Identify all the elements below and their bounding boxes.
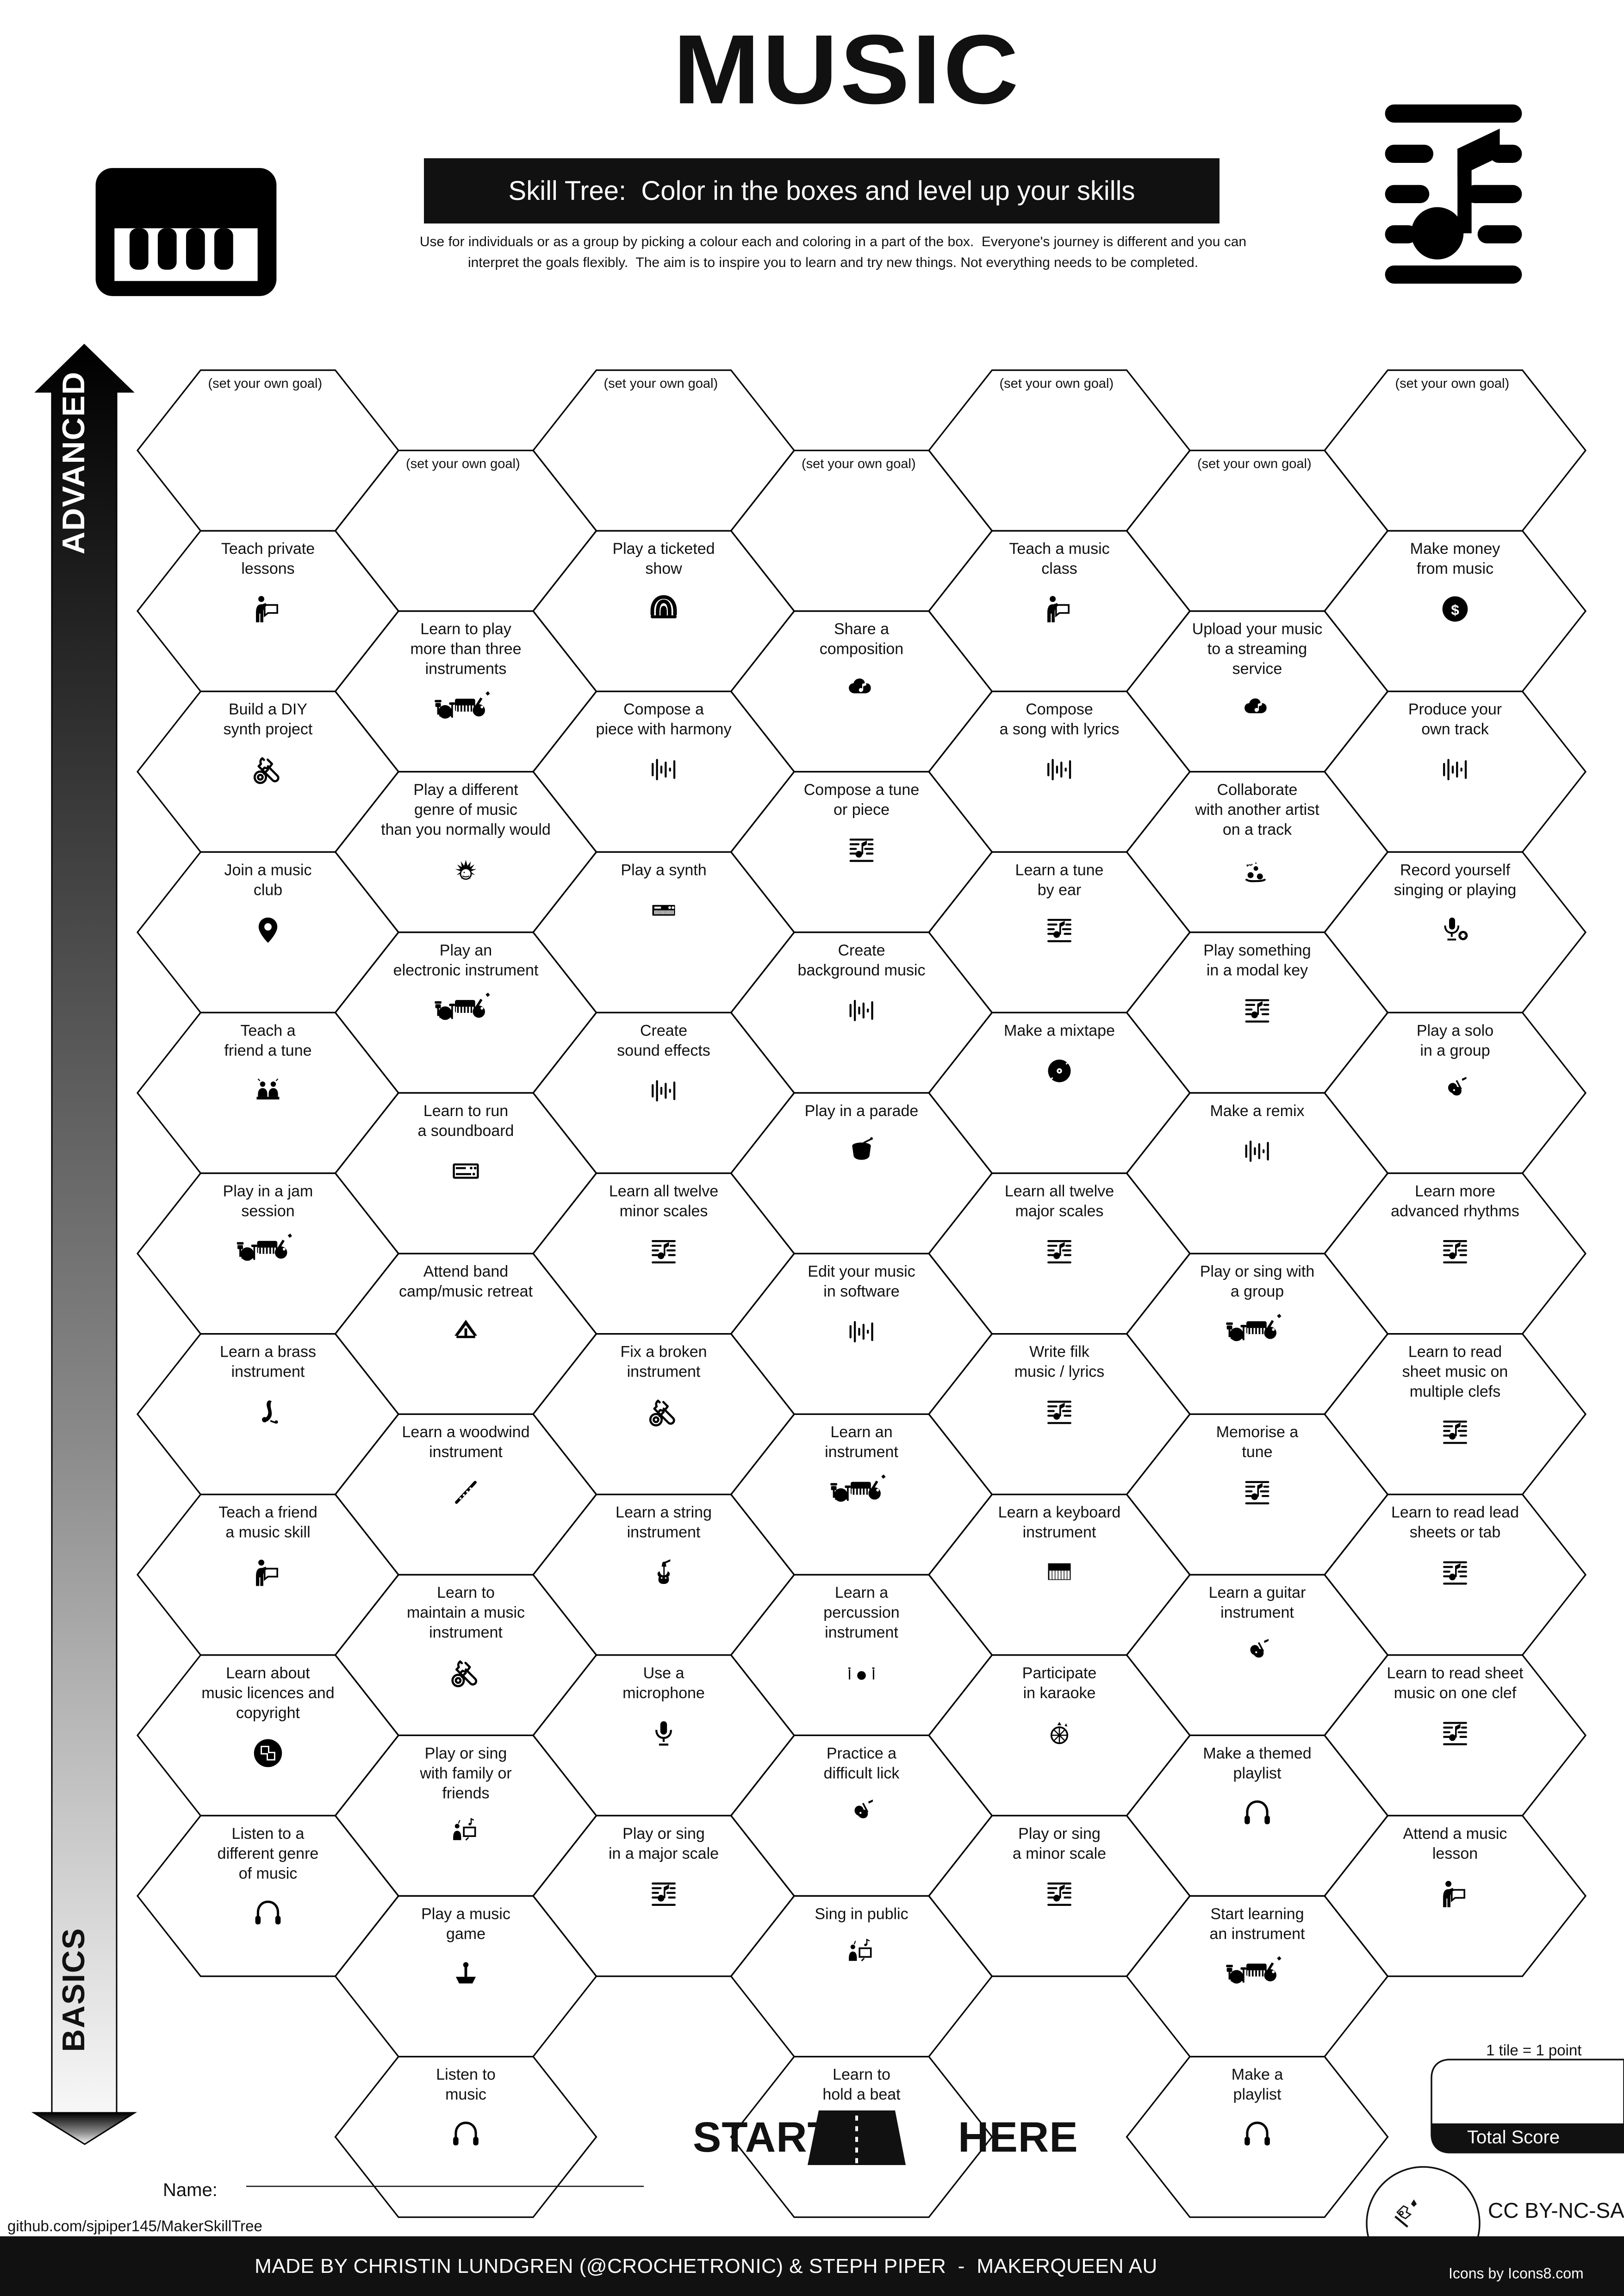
svg-text:Total Score: Total Score	[1467, 2127, 1560, 2147]
svg-text:github.com/sjpiper145/MakerSki: github.com/sjpiper145/MakerSkillTree	[7, 2217, 262, 2234]
svg-text:CC BY-NC-SA 4.0: CC BY-NC-SA 4.0	[1488, 2198, 1624, 2222]
svg-text:HERE: HERE	[958, 2114, 1078, 2161]
svg-text:1 tile = 1 point: 1 tile = 1 point	[1486, 2042, 1581, 2059]
svg-text:Name:: Name:	[163, 2180, 218, 2200]
